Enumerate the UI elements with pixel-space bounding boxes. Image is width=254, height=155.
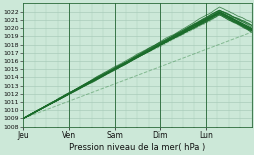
X-axis label: Pression niveau de la mer( hPa ): Pression niveau de la mer( hPa ): [69, 143, 205, 152]
